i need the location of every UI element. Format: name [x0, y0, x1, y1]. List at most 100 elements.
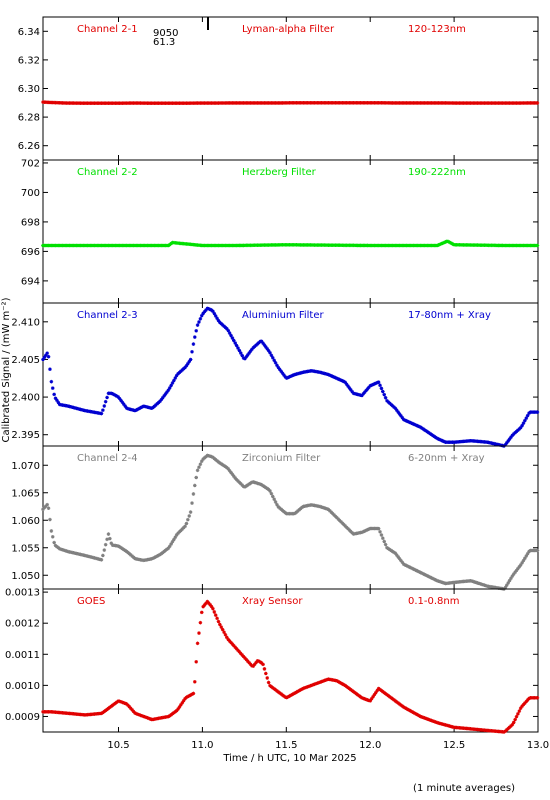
data-point [383, 395, 388, 400]
data-point [422, 572, 427, 577]
data-point [403, 563, 407, 567]
data-point [400, 415, 405, 420]
data-point [208, 602, 212, 607]
data-point [404, 563, 409, 568]
data-point [195, 468, 200, 473]
data-point [243, 356, 247, 361]
data-point [438, 437, 442, 442]
data-point [375, 380, 380, 385]
data-point [386, 400, 391, 404]
data-point [252, 662, 257, 667]
data-point [343, 380, 348, 385]
data-point [135, 407, 140, 412]
data-point [212, 311, 217, 316]
data-point [49, 379, 54, 384]
panel-4: 1.050 1.055 1.060 1.065 1.070 Channel 2-4 Zirc… [11, 445, 540, 591]
data-point [383, 542, 388, 547]
data-point [523, 556, 527, 561]
data-point [415, 424, 420, 428]
data-point [506, 726, 510, 731]
data-point [372, 382, 377, 386]
data-point [251, 480, 256, 484]
series-3 [41, 306, 540, 448]
data-point [339, 520, 343, 524]
data-point [204, 601, 208, 606]
data-point [259, 661, 264, 665]
data-point [289, 374, 293, 379]
data-point [426, 717, 431, 722]
filter-label: Xray Sensor [242, 596, 303, 607]
data-point [154, 403, 158, 407]
data-point [230, 642, 235, 646]
data-point [382, 392, 387, 397]
data-point [45, 502, 49, 507]
data-point [266, 348, 271, 353]
data-point [504, 583, 509, 587]
data-point [333, 514, 338, 519]
data-point [55, 398, 59, 403]
y-tick-label: 696 [21, 247, 40, 258]
data-point [236, 648, 240, 653]
data-point [229, 333, 233, 338]
data-point [394, 408, 399, 413]
data-point [255, 342, 260, 346]
data-point [350, 530, 354, 535]
data-point [193, 680, 197, 684]
y-tick-label: 1.070 [11, 461, 40, 472]
data-point [393, 551, 398, 556]
data-point [535, 696, 540, 700]
data-point [378, 530, 382, 534]
data-point [303, 686, 307, 690]
data-point [188, 510, 193, 514]
data-point [163, 392, 168, 396]
data-point [420, 715, 424, 719]
data-point [282, 373, 286, 377]
data-point [266, 680, 271, 685]
data-point [413, 422, 417, 427]
x-tick-label: 13.0 [527, 740, 549, 751]
data-point [364, 388, 368, 393]
data-point [425, 574, 430, 578]
data-point [247, 351, 251, 355]
data-point [243, 656, 247, 660]
data-point [513, 570, 517, 575]
data-point [219, 321, 224, 326]
data-point [198, 462, 203, 466]
data-point [365, 387, 370, 391]
data-point [397, 556, 402, 561]
data-point [252, 344, 257, 349]
data-point [392, 405, 396, 409]
y-tick-label: 1.060 [11, 516, 40, 527]
data-point [148, 717, 153, 721]
data-point [477, 581, 481, 586]
data-point [170, 539, 175, 544]
data-point [151, 405, 155, 410]
data-point [130, 554, 134, 558]
data-point [360, 696, 364, 700]
data-point [232, 338, 236, 343]
data-point [181, 366, 186, 371]
data-point [202, 456, 207, 460]
data-point [187, 514, 192, 518]
data-point [230, 472, 235, 477]
data-point [326, 507, 331, 512]
data-point [255, 481, 260, 486]
data-point [277, 506, 282, 510]
data-point [329, 510, 334, 515]
x-tick-label: 11.0 [191, 740, 213, 751]
data-point [184, 521, 189, 526]
data-point [172, 378, 176, 383]
data-point [511, 572, 516, 576]
data-point [240, 483, 244, 487]
data-point [251, 345, 256, 350]
data-point [336, 377, 341, 381]
panel-1: 6.26 6.28 6.30 6.32 6.34 Channel 2-1 Lyman-alp… [18, 16, 540, 161]
data-point [343, 524, 348, 528]
data-point [254, 481, 258, 485]
data-point [425, 717, 430, 721]
data-point [64, 549, 69, 553]
data-point [521, 558, 526, 563]
data-point [238, 351, 243, 355]
data-point [438, 242, 442, 247]
data-point [442, 439, 446, 444]
